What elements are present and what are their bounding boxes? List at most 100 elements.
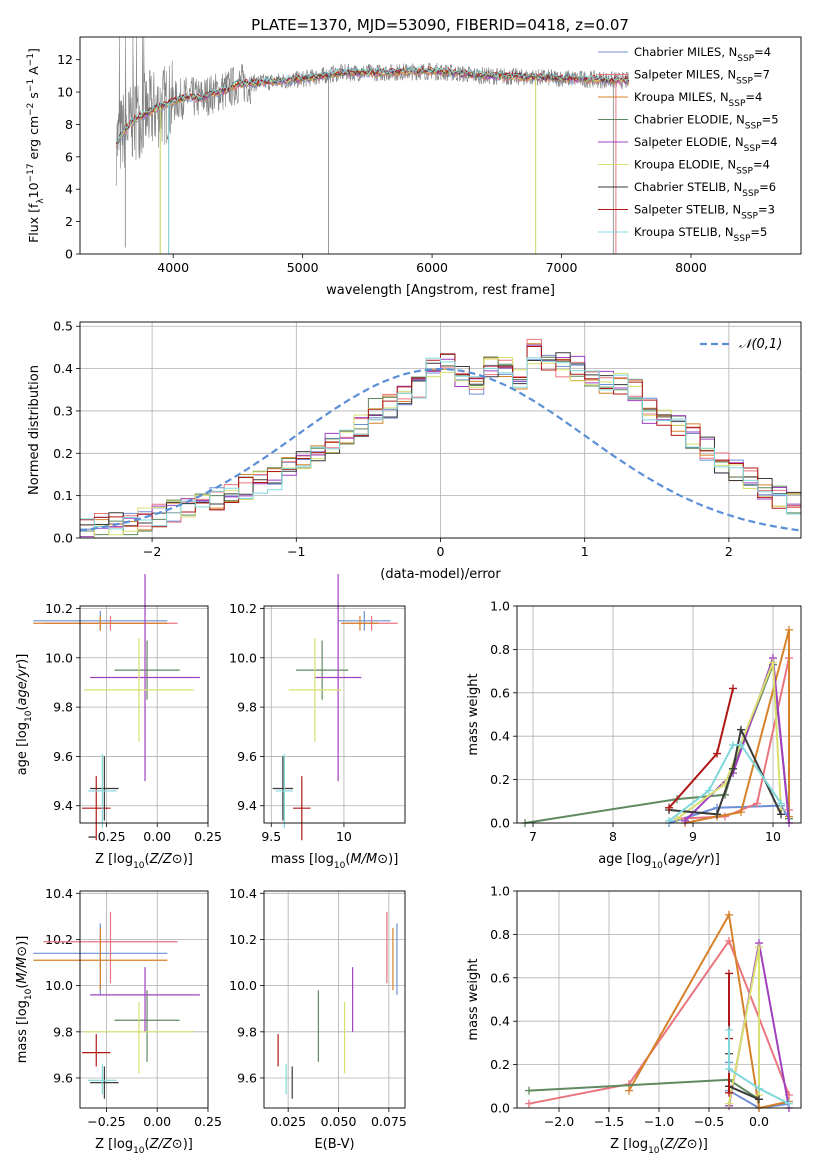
y-tick-label: 10.0 [45,978,73,993]
y-tick-label: 0.3 [53,403,73,418]
histograms [80,338,801,538]
y-axis-label: mass [log10(M/M⊙)] [15,936,34,1064]
x-tick-label: 1 [581,544,589,559]
legend-entry: Salpeter MILES, NSSP=7 [634,68,770,87]
weight-marker [753,799,761,808]
weight-line [676,662,782,820]
x-tick-label: 0.25 [194,829,222,844]
x-tick-label: 8 [609,829,617,844]
y-tick-label: 9.8 [53,1024,73,1039]
weight-marker [777,810,785,819]
x-axis-label: (data-model)/error [380,567,501,582]
y-tick-label: 9.8 [237,700,257,715]
y-tick-label: 0.2 [53,446,73,461]
weight-marker [729,740,737,749]
x-axis-label: Z [log10(Z/Z⊙)] [95,1137,193,1156]
y-axis-label: Flux [fλ10−17 erg cm−2 s−1 A−1] [26,48,46,243]
x-tick-label: 10 [765,829,781,844]
weight-marker [713,749,721,758]
weight-vs-age-panel: 7 8 9 10 0.0 0.2 0.4 0.6 0.8 1.0 age [log10(age/yr… [466,599,802,871]
y-axis-label: mass weight [466,958,481,1040]
y-tick-label: 10.0 [229,978,257,993]
x-tick-label: −1.0 [644,1114,674,1129]
y-tick-label: 6 [65,149,73,164]
x-tick-label: 4000 [157,260,189,275]
x-tick-label: 10 [336,829,352,844]
weight-marker [725,910,733,919]
legend-entry: Chabrier STELIB, NSSP=6 [634,180,776,199]
y-tick-label: 9.8 [237,1024,257,1039]
y-tick-label: 0.6 [490,970,510,985]
x-tick-label: −0.5 [694,1114,724,1129]
axes-frame [79,890,209,1109]
x-tick-label: 9.5 [261,829,281,844]
legend-entry: Salpeter ELODIE, NSSP=4 [634,135,777,154]
y-tick-label: 0.2 [490,1057,510,1072]
axes-frame [263,890,406,1109]
error-bars [33,911,200,1099]
x-axis-label: mass [log10(M/M⊙)] [271,852,399,871]
x-tick-label: 0.25 [194,1114,222,1129]
y-tick-label: 9.6 [53,1070,73,1085]
x-tick-label: 6000 [416,260,448,275]
x-tick-label: 9 [689,829,697,844]
axes-frame [516,890,802,1109]
normal-curve [80,367,801,532]
y-tick-label: 0.6 [490,685,510,700]
weight-series [521,625,793,827]
y-tick-label: 10.0 [229,650,257,665]
y-tick-label: 0 [65,247,73,262]
legend-entry: Chabrier MILES, NSSP=4 [634,45,771,64]
weight-marker [729,684,737,693]
weight-marker [681,816,689,825]
weight-marker [665,803,673,812]
y-tick-label: 0.8 [490,927,510,942]
error-bars [33,573,200,841]
age-vs-metallicity-panel: −0.25 0.00 0.25 9.4 9.6 9.8 10.0 10.2 Z [log10(Z… [15,573,222,871]
weight-marker [705,786,713,795]
y-tick-label: 10.0 [45,650,73,665]
x-axis-label: Z [log10(Z/Z⊙)] [95,852,193,871]
legend-entry: Kroupa MILES, NSSP=4 [634,90,762,109]
y-tick-label: 10.4 [45,886,73,901]
y-tick-label: 0.0 [53,531,73,546]
y-tick-label: 9.4 [53,798,73,813]
weight-marker [725,936,733,945]
x-tick-label: 7 [529,829,537,844]
observed-spectrum [115,37,630,187]
y-axis-label: mass weight [466,673,481,755]
legend-entry: Kroupa STELIB, NSSP=5 [634,225,767,244]
mass-vs-metallicity-panel: −0.25 0.00 0.25 9.6 9.8 10.0 10.2 10.4 Z [log10(… [15,886,222,1156]
mass-vs-ebv-panel: 0.025 0.050 0.075 9.6 9.8 10.0 10.2 10.4 E(B-V) [229,886,407,1152]
legend-label: 𝒩(0,1) [739,337,782,352]
weight-series [525,910,793,1112]
y-tick-label: 10.2 [229,932,257,947]
x-tick-label: −1 [287,544,305,559]
y-tick-label: 10.2 [229,601,257,616]
y-tick-label: 10.2 [45,932,73,947]
legend-entry: Kroupa ELODIE, NSSP=4 [634,158,770,177]
x-axis-label: Z [log10(Z/Z⊙)] [610,1137,708,1156]
weight-marker [625,1086,633,1095]
y-tick-label: 4 [65,182,73,197]
axes-frame [79,321,802,539]
y-tick-label: 0.5 [53,319,73,334]
age-vs-mass-panel: 9.5 10 9.4 9.6 9.8 10.0 10.2 mass [log10(M/M⊙)] [229,573,406,871]
weight-marker [665,816,673,825]
y-tick-label: 9.8 [53,700,73,715]
legend-entry: Salpeter STELIB, NSSP=3 [634,203,775,222]
x-tick-label: −1.5 [594,1114,624,1129]
x-tick-label: −2.0 [544,1114,574,1129]
y-axis-label: age [log10(age/yr)] [15,654,34,776]
y-tick-label: 0.4 [53,361,73,376]
weight-marker [725,1088,733,1097]
x-axis-label: age [log10(age/yr)] [598,852,720,871]
y-tick-label: 2 [65,214,73,229]
weight-marker [785,625,793,634]
model-spectrum [115,67,630,145]
x-tick-label: 0.00 [143,1114,171,1129]
y-tick-label: 12 [57,52,73,67]
weight-marker [737,808,745,817]
y-tick-label: 10.4 [229,886,257,901]
